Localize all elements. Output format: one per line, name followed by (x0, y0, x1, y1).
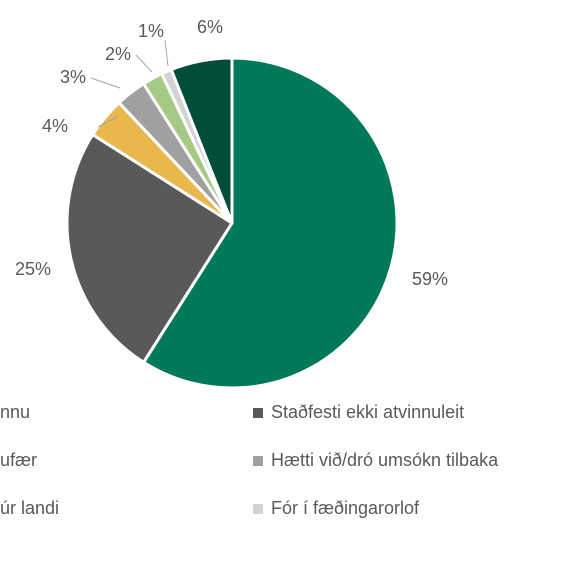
legend-label: Fór í fæðingarorlof (271, 498, 420, 518)
legend-label: nnu (0, 402, 30, 422)
pie-slice (65, 133, 234, 364)
pie-slice (142, 56, 399, 390)
legend-label: ufær (0, 450, 37, 470)
data-label: 6% (197, 17, 223, 37)
data-label: 3% (60, 67, 86, 87)
leader-line (135, 54, 153, 73)
legend-label: Staðfesti ekki atvinnuleit (271, 402, 464, 422)
pie-slice (169, 56, 234, 225)
data-label: 59% (412, 269, 448, 289)
leader-line (90, 77, 121, 89)
legend-label: Hætti við/dró umsókn tilbaka (271, 450, 499, 470)
leader-line (97, 115, 119, 128)
data-label: 25% (15, 259, 51, 279)
data-label: 2% (105, 44, 131, 64)
legend-swatch (253, 456, 263, 466)
legend-swatch (253, 504, 263, 514)
data-label: 1% (138, 21, 164, 41)
data-label: 4% (42, 116, 68, 136)
legend-swatch (253, 408, 263, 418)
leader-line (164, 39, 169, 67)
legend-label: úr landi (0, 498, 59, 518)
